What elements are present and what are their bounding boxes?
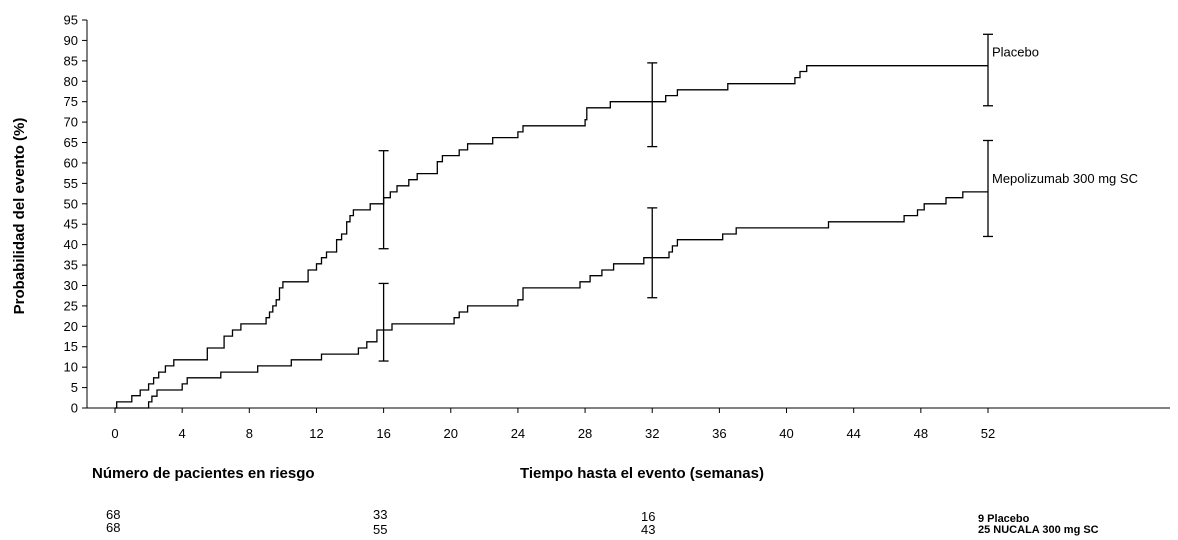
series-label-1: Mepolizumab 300 mg SC xyxy=(992,171,1138,186)
ci-bar-1-1 xyxy=(647,207,658,299)
y-tick-label-3: 15 xyxy=(64,339,78,354)
y-tick-label-4: 20 xyxy=(64,319,78,334)
ci-bar-1-2 xyxy=(983,139,993,238)
placebo-count-1: 33 xyxy=(373,507,388,522)
x-tick-label-6: 24 xyxy=(511,426,525,441)
y-axis-title: Probabilidad del evento (%) xyxy=(11,118,28,315)
ci-bar-1-0 xyxy=(378,282,389,362)
series-label-0: Placebo xyxy=(992,45,1039,60)
risk-table-title: Número de pacientes en riesgo xyxy=(92,465,315,482)
y-tick-label-0: 0 xyxy=(71,401,78,416)
x-tick-label-10: 40 xyxy=(779,426,793,441)
x-axis-title: Tiempo hasta el evento (semanas) xyxy=(520,465,764,482)
x-tick-label-13: 52 xyxy=(981,426,995,441)
y-tick-label-18: 90 xyxy=(64,33,78,48)
ci-bar-0-2 xyxy=(983,33,993,107)
series-layer: Placebo Mepolizumab 300 mg SC xyxy=(115,33,1138,409)
y-tick-label-17: 85 xyxy=(64,53,78,68)
x-tick-label-11: 44 xyxy=(846,426,860,441)
y-tick-label-2: 10 xyxy=(64,360,78,375)
x-axis: 0 4 8 12 16 20 24 28 32 36 40 44 48 52 xyxy=(87,407,1170,441)
y-tick-label-13: 65 xyxy=(64,135,78,150)
nucala-count-0: 68 xyxy=(106,520,121,535)
y-tick-label-12: 60 xyxy=(64,155,78,170)
x-tick-label-2: 8 xyxy=(246,426,253,441)
x-tick-label-3: 12 xyxy=(309,426,323,441)
nucala-risk-label: 25 NUCALA 300 mg SC xyxy=(978,524,1099,536)
x-tick-label-5: 20 xyxy=(444,426,458,441)
x-tick-label-4: 16 xyxy=(376,426,390,441)
x-tick-label-12: 48 xyxy=(914,426,928,441)
y-tick-label-8: 40 xyxy=(64,237,78,252)
ci-bar-0-0 xyxy=(378,150,389,250)
y-tick-label-14: 70 xyxy=(64,115,78,130)
y-tick-label-6: 30 xyxy=(64,278,78,293)
x-tick-label-8: 32 xyxy=(645,426,659,441)
y-tick-label-15: 75 xyxy=(64,94,78,109)
y-tick-label-19: 95 xyxy=(64,13,78,28)
placebo-count-0: 68 xyxy=(106,507,121,522)
placebo-count-2: 16 xyxy=(641,509,656,524)
x-tick-label-7: 28 xyxy=(578,426,592,441)
y-tick-label-11: 55 xyxy=(64,176,78,191)
x-tick-label-9: 36 xyxy=(712,426,726,441)
y-tick-label-1: 5 xyxy=(71,380,78,395)
y-tick-label-7: 35 xyxy=(64,258,78,273)
placebo-risk-label: 9 Placebo xyxy=(978,513,1030,525)
y-axis: 0 5 10 15 20 25 30 35 40 45 50 55 60 65 70 75 80 85 90 95 xyxy=(64,13,88,416)
nucala-count-1: 55 xyxy=(373,522,388,537)
x-tick-label-0: 0 xyxy=(111,426,118,441)
y-tick-label-5: 25 xyxy=(64,298,78,313)
series-line-1 xyxy=(115,191,988,409)
nucala-count-2: 43 xyxy=(641,522,656,537)
x-tick-label-1: 4 xyxy=(179,426,186,441)
y-tick-label-10: 50 xyxy=(64,196,78,211)
y-tick-label-16: 80 xyxy=(64,74,78,89)
ci-bar-0-1 xyxy=(647,62,658,148)
series-line-0 xyxy=(115,65,988,409)
y-tick-label-9: 45 xyxy=(64,217,78,232)
